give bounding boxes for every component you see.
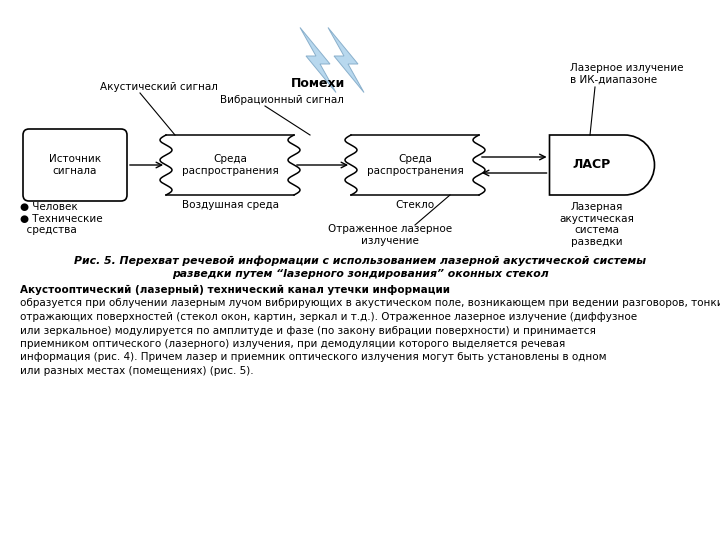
- Text: Лазерное излучение
в ИК-диапазоне: Лазерное излучение в ИК-диапазоне: [570, 63, 683, 85]
- Text: Среда
распространения: Среда распространения: [366, 154, 464, 176]
- Text: отражающих поверхностей (стекол окон, картин, зеркал и т.д.). Отраженное лазерно: отражающих поверхностей (стекол окон, ка…: [20, 312, 637, 322]
- Text: информация (рис. 4). Причем лазер и приемник оптического излучения могут быть ус: информация (рис. 4). Причем лазер и прие…: [20, 353, 606, 362]
- Text: Акустооптический (лазерный) технический канал утечки информации: Акустооптический (лазерный) технический …: [20, 285, 450, 295]
- Text: Среда
распространения: Среда распространения: [181, 154, 279, 176]
- Text: Лазерная
акустическая
система
разведки: Лазерная акустическая система разведки: [559, 202, 634, 247]
- Text: приемником оптического (лазерного) излучения, при демодуляции которого выделяетс: приемником оптического (лазерного) излуч…: [20, 339, 565, 349]
- Text: Источник
сигнала: Источник сигнала: [49, 154, 101, 176]
- Polygon shape: [328, 28, 364, 92]
- Text: Стекло: Стекло: [395, 200, 435, 210]
- Text: Помехи: Помехи: [291, 77, 345, 90]
- Text: Акустический сигнал: Акустический сигнал: [100, 82, 218, 92]
- Text: образуется при облучении лазерным лучом вибрирующих в акустическом поле, возника: образуется при облучении лазерным лучом …: [20, 299, 720, 308]
- Text: или зеркальное) модулируется по амплитуде и фазе (по закону вибрации поверхности: или зеркальное) модулируется по амплитуд…: [20, 326, 596, 335]
- Text: разведки путем “lазерного зондирования” оконных стекол: разведки путем “lазерного зондирования” …: [171, 269, 549, 279]
- Text: Рис. 5. Перехват речевой информации с использованием лазерной акустической систе: Рис. 5. Перехват речевой информации с ис…: [74, 255, 646, 266]
- Text: Вибрационный сигнал: Вибрационный сигнал: [220, 95, 344, 105]
- Text: Воздушная среда: Воздушная среда: [181, 200, 279, 210]
- FancyBboxPatch shape: [23, 129, 127, 201]
- Text: Отраженное лазерное
излучение: Отраженное лазерное излучение: [328, 224, 452, 246]
- PathPatch shape: [549, 135, 654, 195]
- Text: или разных местах (помещениях) (рис. 5).: или разных местах (помещениях) (рис. 5).: [20, 366, 253, 376]
- Text: ● Человек
● Технические
  средства: ● Человек ● Технические средства: [20, 202, 103, 235]
- Polygon shape: [300, 28, 336, 92]
- Text: ЛАСР: ЛАСР: [573, 159, 611, 172]
